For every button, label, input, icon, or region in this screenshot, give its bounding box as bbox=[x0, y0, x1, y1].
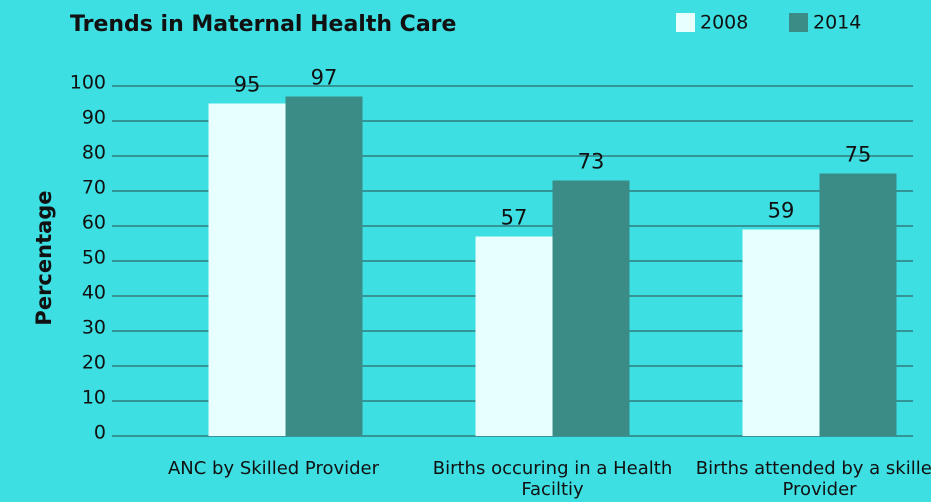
chart-title: Trends in Maternal Health Care bbox=[70, 12, 456, 37]
y-tick-label: 50 bbox=[82, 247, 106, 269]
x-tick-label: Births attended by a skilled Provider bbox=[695, 458, 931, 500]
y-tick-label: 70 bbox=[82, 177, 106, 199]
y-tick-label: 20 bbox=[82, 352, 106, 374]
legend-swatch bbox=[789, 13, 808, 32]
value-label: 97 bbox=[311, 66, 338, 90]
value-label: 95 bbox=[234, 73, 261, 97]
bar bbox=[819, 173, 897, 436]
bar bbox=[552, 180, 630, 436]
x-tick-label: ANC by Skilled Provider bbox=[167, 458, 380, 479]
bar bbox=[285, 96, 363, 436]
y-tick-label: 90 bbox=[82, 107, 106, 129]
y-tick-label: 30 bbox=[82, 317, 106, 339]
value-label: 59 bbox=[768, 199, 795, 223]
y-tick-label: 80 bbox=[82, 142, 106, 164]
legend-label: 2014 bbox=[813, 12, 861, 34]
value-label: 75 bbox=[845, 143, 872, 167]
y-tick-label: 60 bbox=[82, 212, 106, 234]
y-tick-label: 40 bbox=[82, 282, 106, 304]
legend-swatch bbox=[676, 13, 695, 32]
legend-label: 2008 bbox=[700, 12, 748, 34]
value-label: 73 bbox=[578, 150, 605, 174]
y-tick-label: 10 bbox=[82, 387, 106, 409]
value-label: 57 bbox=[501, 206, 528, 230]
bar bbox=[742, 229, 820, 436]
y-tick-label: 100 bbox=[70, 72, 106, 94]
bar bbox=[475, 236, 553, 436]
y-tick-label: 0 bbox=[94, 422, 106, 444]
y-axis-label: Percentage bbox=[32, 190, 56, 325]
x-tick-label: Births occuring in a Health Faciltiy bbox=[432, 458, 673, 500]
bar bbox=[208, 103, 286, 436]
